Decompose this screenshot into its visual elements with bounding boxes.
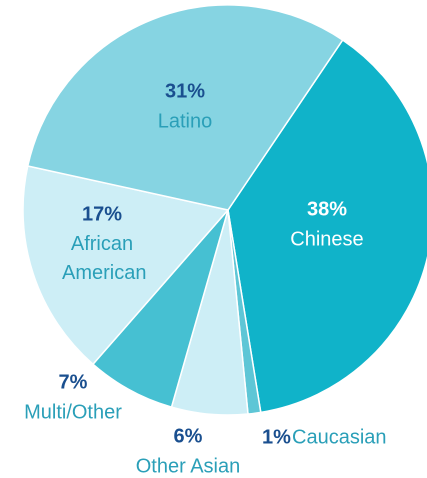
category-label: Other Asian (136, 455, 241, 477)
category-label-line: American (58, 262, 147, 284)
value-label: 6% (174, 425, 203, 447)
value-label: 1% (262, 426, 291, 448)
category-label: Chinese (290, 228, 363, 250)
pie-slice (227, 39, 427, 414)
category-label: Latino (158, 110, 213, 132)
value-label: 38% (307, 198, 347, 220)
pie-slice (22, 165, 230, 366)
category-label: African American (58, 233, 147, 284)
value-label: 7% (59, 371, 88, 393)
category-label: Caucasian (292, 426, 387, 448)
value-label: 17% (82, 203, 122, 225)
category-label-line: African (71, 233, 133, 255)
category-label: Multi/Other (24, 401, 122, 423)
pie-slice (26, 4, 344, 211)
value-label: 31% (165, 80, 205, 102)
